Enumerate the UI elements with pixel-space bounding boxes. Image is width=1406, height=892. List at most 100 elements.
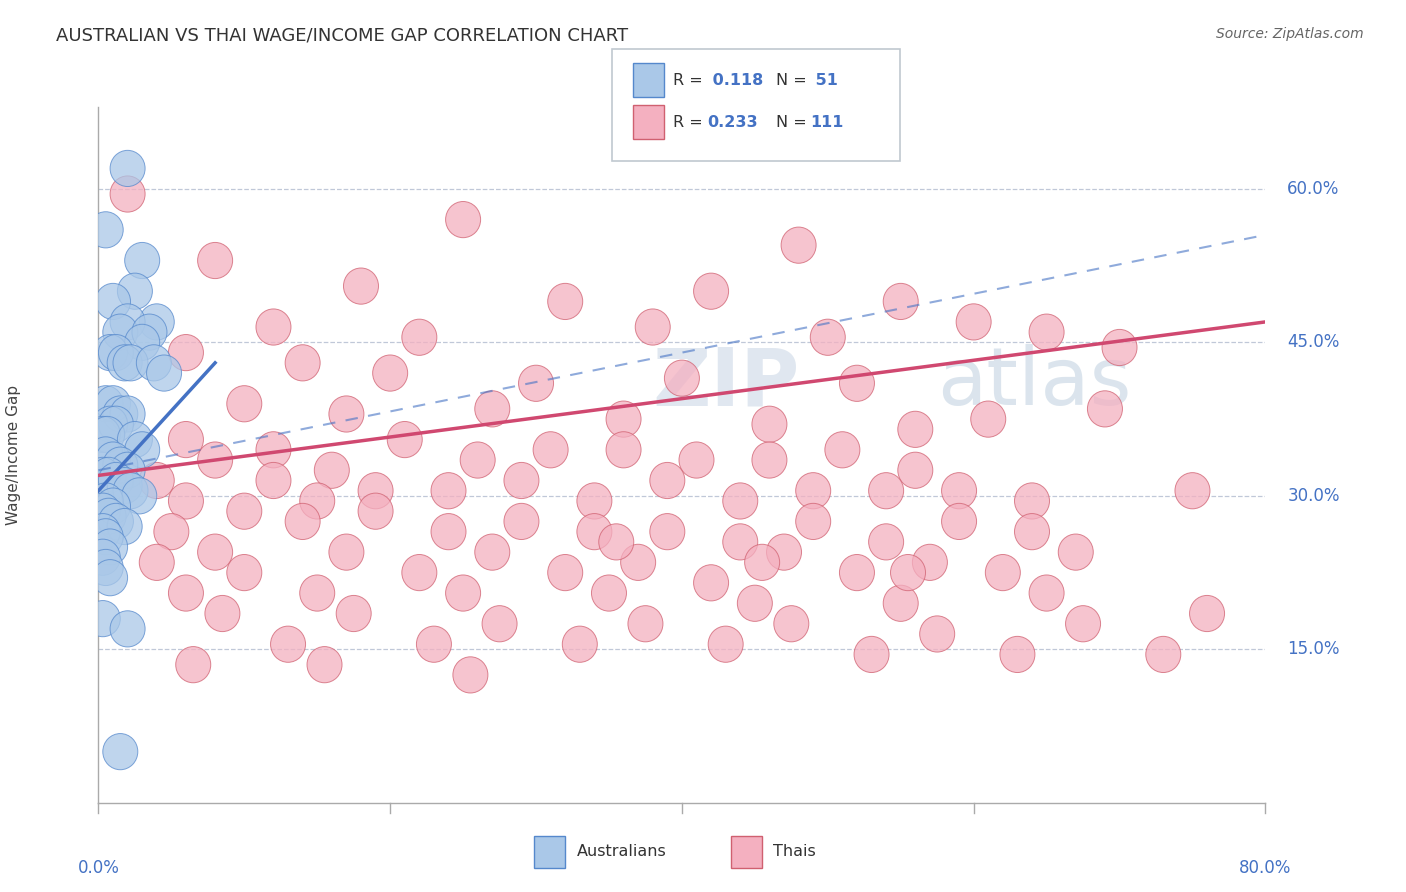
Ellipse shape <box>91 499 127 534</box>
Text: Thais: Thais <box>773 845 815 859</box>
Ellipse shape <box>920 615 955 652</box>
Ellipse shape <box>125 325 160 360</box>
Ellipse shape <box>112 344 148 381</box>
Ellipse shape <box>93 334 128 371</box>
Ellipse shape <box>898 411 932 448</box>
Ellipse shape <box>628 606 664 642</box>
Ellipse shape <box>125 432 160 468</box>
Ellipse shape <box>139 544 174 581</box>
Ellipse shape <box>752 406 787 442</box>
Ellipse shape <box>853 636 889 673</box>
Ellipse shape <box>387 422 422 458</box>
Ellipse shape <box>103 733 138 770</box>
Ellipse shape <box>198 243 232 278</box>
Ellipse shape <box>96 488 131 524</box>
Ellipse shape <box>86 600 121 637</box>
Ellipse shape <box>117 422 152 458</box>
Ellipse shape <box>136 344 172 381</box>
Ellipse shape <box>606 401 641 437</box>
Ellipse shape <box>315 452 349 488</box>
Ellipse shape <box>336 596 371 632</box>
Text: 45.0%: 45.0% <box>1288 334 1340 351</box>
Ellipse shape <box>110 396 145 432</box>
Ellipse shape <box>226 555 262 591</box>
Text: N =: N = <box>776 73 813 87</box>
Ellipse shape <box>1146 636 1181 673</box>
Ellipse shape <box>373 355 408 392</box>
Ellipse shape <box>107 344 142 381</box>
Ellipse shape <box>98 503 134 540</box>
Ellipse shape <box>503 503 538 540</box>
Ellipse shape <box>1102 329 1137 366</box>
Ellipse shape <box>416 626 451 662</box>
Ellipse shape <box>869 473 904 508</box>
Text: atlas: atlas <box>938 344 1132 422</box>
Ellipse shape <box>96 442 131 478</box>
Ellipse shape <box>883 284 918 319</box>
Ellipse shape <box>198 442 232 478</box>
Ellipse shape <box>402 319 437 355</box>
Ellipse shape <box>226 385 262 422</box>
Ellipse shape <box>592 575 627 611</box>
Ellipse shape <box>205 596 240 632</box>
Ellipse shape <box>112 473 148 508</box>
Ellipse shape <box>169 575 204 611</box>
Ellipse shape <box>89 385 124 422</box>
Ellipse shape <box>475 391 510 427</box>
Ellipse shape <box>402 555 437 591</box>
Ellipse shape <box>1189 596 1225 632</box>
Ellipse shape <box>110 151 145 186</box>
Text: Source: ZipAtlas.com: Source: ZipAtlas.com <box>1216 27 1364 41</box>
Ellipse shape <box>307 647 342 682</box>
Ellipse shape <box>665 360 699 396</box>
Text: 80.0%: 80.0% <box>1239 859 1292 877</box>
Ellipse shape <box>782 227 815 263</box>
Ellipse shape <box>1015 514 1049 549</box>
Ellipse shape <box>89 437 124 473</box>
Text: AUSTRALIAN VS THAI WAGE/INCOME GAP CORRELATION CHART: AUSTRALIAN VS THAI WAGE/INCOME GAP CORRE… <box>56 27 628 45</box>
Text: 30.0%: 30.0% <box>1288 487 1340 505</box>
Ellipse shape <box>970 401 1005 437</box>
Ellipse shape <box>548 284 582 319</box>
Ellipse shape <box>359 493 394 529</box>
Ellipse shape <box>122 478 156 514</box>
Ellipse shape <box>256 432 291 468</box>
Ellipse shape <box>299 483 335 519</box>
Ellipse shape <box>299 575 335 611</box>
Ellipse shape <box>107 508 142 545</box>
Ellipse shape <box>89 483 124 519</box>
Ellipse shape <box>169 483 204 519</box>
Ellipse shape <box>1015 483 1049 519</box>
Ellipse shape <box>693 565 728 601</box>
Ellipse shape <box>576 483 612 519</box>
Ellipse shape <box>256 462 291 499</box>
Text: 0.233: 0.233 <box>707 115 758 129</box>
Ellipse shape <box>103 314 138 351</box>
Ellipse shape <box>503 462 538 499</box>
Text: R =: R = <box>673 73 709 87</box>
Ellipse shape <box>132 314 167 351</box>
Ellipse shape <box>606 432 641 468</box>
Ellipse shape <box>1059 534 1094 570</box>
Ellipse shape <box>773 606 808 642</box>
Text: N =: N = <box>776 115 813 129</box>
Ellipse shape <box>226 493 262 529</box>
Ellipse shape <box>650 514 685 549</box>
Ellipse shape <box>169 422 204 458</box>
Ellipse shape <box>96 284 131 319</box>
Ellipse shape <box>146 355 181 392</box>
Ellipse shape <box>942 473 977 508</box>
Ellipse shape <box>285 344 321 381</box>
Ellipse shape <box>1029 575 1064 611</box>
Ellipse shape <box>912 544 948 581</box>
Ellipse shape <box>329 396 364 432</box>
Text: Australians: Australians <box>576 845 666 859</box>
Ellipse shape <box>153 514 188 549</box>
Ellipse shape <box>86 514 121 549</box>
Text: Wage/Income Gap: Wage/Income Gap <box>6 384 21 525</box>
Ellipse shape <box>96 385 131 422</box>
Ellipse shape <box>898 452 932 488</box>
Ellipse shape <box>198 534 232 570</box>
Ellipse shape <box>432 514 465 549</box>
Ellipse shape <box>110 611 145 647</box>
